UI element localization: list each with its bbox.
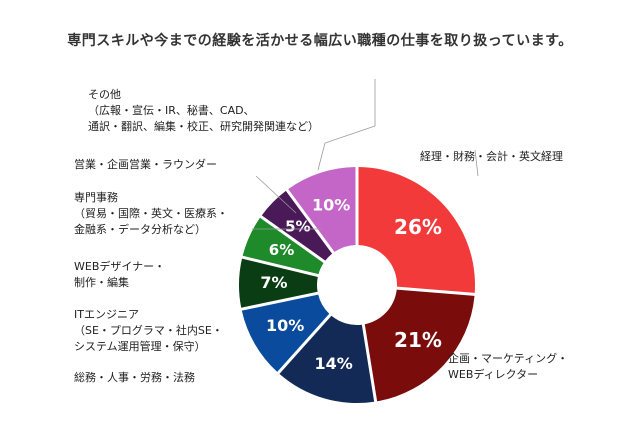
slice-4-value-label: 7% (260, 273, 287, 292)
slice-3-category-line-2: システム運用管理・保守） (74, 339, 206, 353)
slice-5-category-line-1: （貿易・国際・英文・医療系・ (74, 206, 228, 220)
slice-5-category-line-0: 専門事務 (74, 190, 118, 204)
slice-6-category-line-0: 営業・企画営業・ラウンダー (74, 157, 217, 171)
slice-5 (242, 217, 324, 275)
slice-1-category-line-0: 企画・マーケティング・ (448, 351, 568, 365)
slice-2-value-label: 14% (314, 354, 352, 373)
slice-5-category-label: 専門事務 （貿易・国際・英文・医療系・金融系・データ分析など） (74, 190, 228, 236)
slice-5-category-line-2: 金融系・データ分析など） (74, 222, 206, 236)
slice-3-category-label: ITエンジニア （SE・プログラマ・社内SE・システム運用管理・保守） (74, 308, 223, 353)
slice-7-leader-line (317, 79, 376, 171)
slice-2-category-line-0: 総務・人事・労務・法務 (74, 370, 195, 384)
leader-lines-group (252, 79, 479, 230)
slice-6-value-label: 5% (285, 217, 310, 235)
slice-3-category-line-1: （SE・プログラマ・社内SE・ (74, 323, 223, 337)
percent-labels-group: 26%21%14%10%7%6%5%10% (260, 196, 441, 373)
slice-4 (239, 258, 318, 308)
slice-2-category-label: 総務・人事・労務・法務 (74, 370, 195, 384)
slice-7-category-line-2: 通訳・翻訳、編集・校正、研究開発関連など） (88, 119, 319, 133)
slice-4-category-line-0: WEBデザイナー・ (74, 259, 165, 273)
slice-0-leader-line (474, 149, 479, 177)
slice-3 (241, 294, 330, 372)
slice-0-value-label: 26% (394, 215, 442, 239)
slice-2 (279, 315, 375, 404)
slice-0 (358, 167, 475, 293)
chart-title: 専門スキルや今までの経験を活かせる幅広い職種の仕事を取り扱っています。 (67, 33, 573, 49)
slice-7-category-line-1: （広報・宣伝・IR、秘書、CAD、 (88, 103, 255, 117)
slice-1-category-line-1: WEBディレクター (448, 367, 538, 381)
slices-group (239, 167, 475, 404)
slice-4-category-line-1: 制作・編集 (74, 275, 129, 289)
slice-6 (261, 190, 333, 261)
slice-0-category-line-0: 経理・財務・会計・英文経理 (420, 149, 563, 163)
slice-7 (288, 167, 356, 252)
slice-0-category-label: 経理・財務・会計・英文経理 (420, 149, 563, 163)
slice-6-leader-line (255, 175, 297, 214)
slice-7-value-label: 10% (312, 196, 350, 215)
slice-7-category-line-0: その他 (88, 88, 121, 101)
slice-1 (364, 289, 475, 402)
slice-6-category-label: 営業・企画営業・ラウンダー (74, 157, 217, 171)
slice-1-category-label: 企画・マーケティング・ WEBディレクター (448, 351, 568, 381)
slice-5-value-label: 6% (269, 241, 294, 259)
slice-7-category-label: その他 （広報・宣伝・IR、秘書、CAD、通訳・翻訳、編集・校正、研究開発関連など… (88, 88, 319, 133)
slice-3-category-line-0: ITエンジニア (74, 308, 139, 321)
slice-1-value-label: 21% (394, 328, 442, 352)
slice-4-category-label: WEBデザイナー・制作・編集 (74, 259, 165, 289)
slice-3-value-label: 10% (266, 316, 304, 335)
